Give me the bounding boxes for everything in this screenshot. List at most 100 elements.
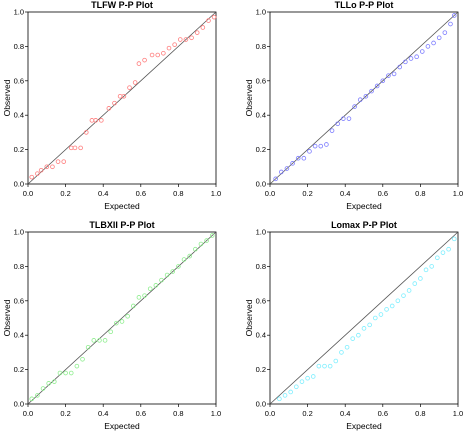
data-point [384,307,389,312]
data-point [451,13,457,18]
data-point [164,272,170,278]
data-point [187,253,192,259]
data-point [273,176,278,182]
data-point [412,281,418,286]
y-axis-label: Observed [2,79,12,116]
data-point [136,295,142,300]
x-axis-label: Expected [346,421,382,431]
y-tick-label: 0.4 [256,331,266,340]
data-point [451,236,457,242]
data-point [112,100,117,106]
data-point [35,171,40,176]
data-point [372,315,378,321]
plot-frame [27,11,217,185]
y-tick-label: 0.8 [256,262,266,271]
data-point [391,71,397,77]
data-point [63,370,68,376]
x-tick-label: 1.0 [211,189,221,198]
data-point [350,336,356,341]
data-point [93,118,98,123]
x-tick-label: 0.2 [60,189,70,198]
data-point [329,128,335,133]
axis-ticks: 0.0 0.2 0.4 0.6 0.8 1.0 0.0 0.2 0.4 0.6 0.8 1.0 [256,8,464,199]
data-point [389,303,395,309]
data-point [356,332,361,338]
data-point [204,238,209,243]
data-point [142,57,147,63]
data-point [282,393,288,398]
y-tick-label: 0.8 [256,42,266,51]
data-point [91,338,97,343]
data-point [177,37,183,42]
plot-title: TLLo P-P Plot [335,0,394,10]
pp-plot-panel-tllo: TLLo P-P Plot Expected Observed 0.0 0.2 0.… [244,0,463,211]
pp-plot-panel-tlfw: TLFW P-P Plot Expected Observed 0.0 0.2 0.… [2,0,221,211]
data-point [408,56,414,61]
data-point [403,59,408,65]
data-point [206,18,211,23]
data-point [435,255,440,261]
data-point [125,313,130,319]
x-tick-label: 0.4 [340,189,350,198]
y-tick-label: 0.0 [256,180,266,189]
axis-ticks: 0.0 0.2 0.4 0.6 0.8 1.0 0.0 0.2 0.4 0.6 0.8 1.0 [14,228,222,419]
data-point [50,164,55,170]
x-tick-label: 0.4 [340,409,350,418]
data-point [361,326,367,331]
data-point [189,35,194,41]
data-point [183,37,189,42]
data-point [301,155,307,161]
data-point [136,61,142,66]
y-tick-label: 0.6 [256,76,266,85]
data-point [357,97,363,103]
data-point [80,356,85,362]
data-point [312,143,318,149]
x-tick-label: 1.0 [211,409,221,418]
y-tick-label: 1.0 [14,8,24,17]
y-tick-label: 0.0 [256,400,266,409]
data-point [352,104,357,109]
data-point [429,264,434,269]
data-point [181,257,187,262]
data-point [327,363,333,369]
data-point [78,145,83,151]
data-point [38,167,44,173]
y-axis-label: Observed [2,299,12,336]
data-point [307,149,312,154]
x-axis-label: Expected [104,201,140,211]
x-tick-label: 0.6 [136,409,146,418]
x-tick-label: 0.8 [173,189,183,198]
x-tick-label: 0.6 [378,189,388,198]
y-tick-label: 0.0 [14,180,24,189]
y-tick-label: 0.4 [14,331,24,340]
data-point [68,370,74,376]
y-tick-label: 1.0 [14,228,24,237]
data-point [200,25,206,30]
data-point [310,374,316,379]
y-axis-label: Observed [244,79,254,116]
x-tick-label: 0.4 [98,189,108,198]
pp-plot-panel-tlbxii: TLBXII P-P Plot Expected Observed 0.0 0.2… [2,220,221,431]
data-point [74,363,80,369]
y-tick-label: 0.4 [256,111,266,120]
data-point [284,166,290,171]
x-tick-label: 0.0 [23,189,33,198]
y-tick-label: 0.2 [14,365,24,374]
data-point [29,174,35,180]
data-point [333,358,339,364]
data-point [318,143,324,149]
data-point [46,381,51,386]
y-tick-label: 0.6 [14,76,24,85]
data-point [414,54,419,60]
plot-frame [269,231,459,405]
data-point [153,283,159,288]
data-point [277,396,282,402]
data-point [322,363,327,369]
x-tick-label: 0.8 [415,189,425,198]
data-point [117,93,123,99]
data-point [299,379,305,384]
y-tick-label: 0.0 [14,400,24,409]
data-point [363,93,369,99]
data-point [209,233,215,238]
